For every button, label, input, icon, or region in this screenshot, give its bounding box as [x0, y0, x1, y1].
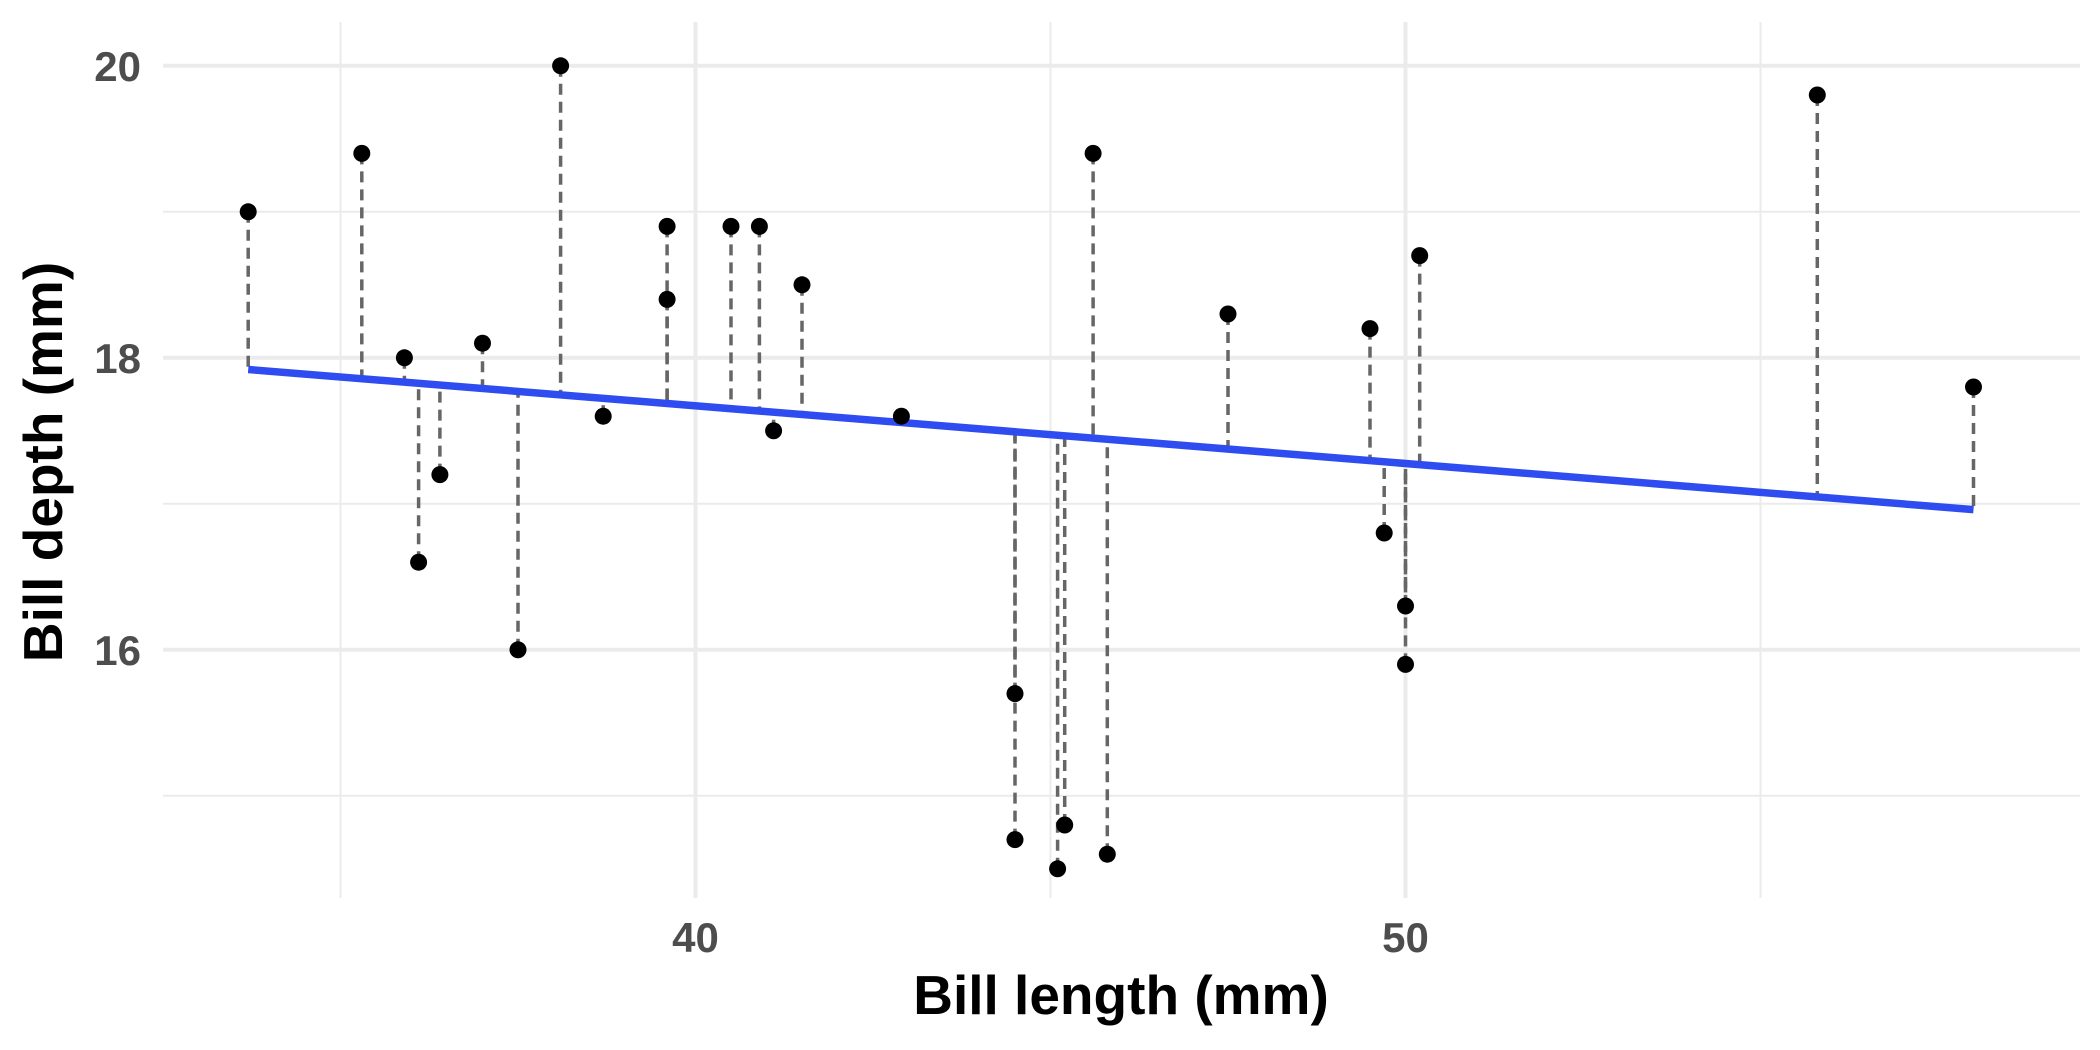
y-axis-title: Bill depth (mm) — [12, 262, 74, 662]
data-point — [658, 290, 676, 308]
data-point — [410, 553, 428, 571]
data-point — [1098, 845, 1116, 863]
data-point — [552, 57, 570, 75]
data-point — [1965, 378, 1982, 396]
data-point — [1397, 597, 1414, 615]
data-point — [1056, 816, 1074, 834]
data-point — [395, 349, 413, 367]
data-point — [474, 334, 491, 352]
point-layer — [239, 57, 1982, 878]
grid-layer — [163, 22, 2080, 898]
tick-label-layer: 16 18 20 40 50 — [94, 43, 1429, 961]
data-point — [353, 144, 371, 162]
data-point — [594, 407, 612, 425]
fit-line — [247, 365, 1974, 514]
data-point — [1049, 860, 1067, 878]
data-point — [1397, 655, 1414, 673]
x-axis-title: Bill length (mm) — [913, 964, 1329, 1026]
y-tick-label: 16 — [94, 627, 141, 674]
data-point — [509, 641, 527, 659]
x-tick-label: 40 — [672, 914, 719, 961]
fit-line-layer — [247, 365, 1974, 514]
data-point — [1084, 144, 1102, 162]
data-point — [765, 422, 783, 440]
data-point — [1375, 524, 1393, 542]
data-point — [431, 466, 449, 484]
data-point — [722, 217, 740, 235]
data-point — [239, 203, 257, 221]
y-tick-label: 18 — [94, 335, 141, 382]
x-tick-label: 50 — [1382, 914, 1429, 961]
y-tick-label: 20 — [94, 43, 141, 90]
residual-layer — [246, 65, 1976, 869]
data-point — [1006, 831, 1024, 849]
data-point — [1006, 685, 1024, 703]
data-point — [793, 276, 811, 294]
data-point — [750, 217, 768, 235]
data-point — [1361, 320, 1379, 338]
data-point — [1411, 247, 1429, 265]
data-point — [1219, 305, 1237, 323]
data-point — [892, 407, 910, 425]
data-point — [1808, 86, 1826, 104]
data-point — [658, 217, 676, 235]
